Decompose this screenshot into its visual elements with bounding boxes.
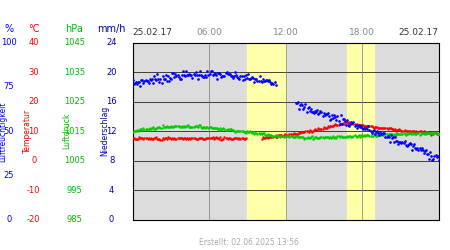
Text: 30: 30 [28,68,39,76]
Text: 18:00: 18:00 [349,28,375,37]
Text: 40: 40 [28,38,39,47]
Text: 50: 50 [4,127,14,136]
Text: 75: 75 [4,82,14,91]
Text: Luftfeuchtigkeit: Luftfeuchtigkeit [0,101,8,162]
Text: 12: 12 [106,127,117,136]
Text: 06:00: 06:00 [196,28,222,37]
Text: 0: 0 [109,216,114,224]
Text: 25.02.17: 25.02.17 [399,28,439,37]
Text: 985: 985 [66,216,82,224]
Bar [248,42,286,220]
Text: 1025: 1025 [64,97,85,106]
Text: °C: °C [28,24,40,34]
Text: 1005: 1005 [64,156,85,165]
Text: hPa: hPa [65,24,83,34]
Text: 1035: 1035 [64,68,85,76]
Text: 16: 16 [106,97,117,106]
Text: 100: 100 [1,38,17,47]
Bar [347,42,374,220]
Text: Temperatur: Temperatur [22,109,32,153]
Text: 995: 995 [67,186,82,195]
Text: 24: 24 [106,38,117,47]
Text: 1045: 1045 [64,38,85,47]
Text: -10: -10 [27,186,40,195]
Text: 20: 20 [106,68,117,76]
Text: Luftdruck: Luftdruck [62,113,71,150]
Text: 25.02.17: 25.02.17 [133,28,173,37]
Text: %: % [4,24,13,34]
Text: 12:00: 12:00 [273,28,299,37]
Text: 1015: 1015 [64,127,85,136]
Text: 0: 0 [31,156,36,165]
Text: -20: -20 [27,216,40,224]
Text: 0: 0 [6,216,12,224]
Text: 8: 8 [109,156,114,165]
Text: 25: 25 [4,171,14,180]
Text: 20: 20 [28,97,39,106]
Text: 4: 4 [109,186,114,195]
Text: Niederschlag: Niederschlag [100,106,109,156]
Text: mm/h: mm/h [97,24,126,34]
Text: 10: 10 [28,127,39,136]
Text: Erstellt: 02.06.2025 13:56: Erstellt: 02.06.2025 13:56 [199,238,299,247]
